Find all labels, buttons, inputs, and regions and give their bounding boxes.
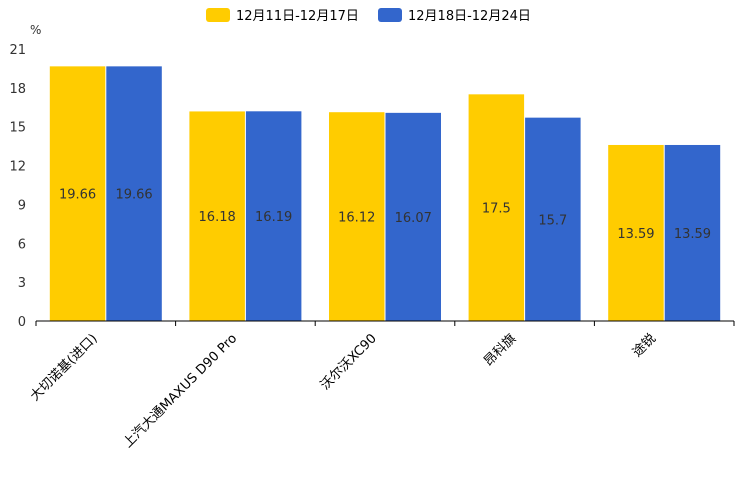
data-label: 13.59	[674, 227, 711, 242]
data-label: 17.5	[482, 202, 511, 217]
data-label: 19.66	[59, 188, 96, 203]
y-tick-label: 18	[9, 82, 26, 97]
bar	[106, 66, 162, 321]
bar	[468, 94, 525, 321]
data-label: 13.59	[617, 227, 654, 242]
bar	[189, 111, 245, 321]
legend-swatch	[206, 8, 230, 22]
bar	[608, 144, 664, 321]
bar	[664, 144, 721, 321]
legend-swatch	[378, 8, 402, 22]
bar	[49, 66, 106, 321]
x-tick-label: 途锐	[629, 331, 659, 361]
data-label: 15.7	[538, 213, 567, 228]
y-axis-unit: %	[30, 23, 41, 37]
legend-label[interactable]: 12月11日-12月17日	[236, 9, 359, 24]
legend-label[interactable]: 12月18日-12月24日	[408, 9, 531, 24]
bar	[245, 111, 302, 321]
y-tick-label: 9	[18, 198, 26, 213]
x-tick-label: 上汽大通MAXUS D90 Pro	[121, 331, 241, 451]
bar	[525, 117, 581, 322]
data-label: 16.07	[395, 211, 432, 226]
y-tick-label: 21	[9, 43, 26, 58]
y-tick-label: 15	[9, 121, 26, 136]
data-label: 16.18	[199, 210, 236, 225]
x-tick-label: 大切诺基(进口)	[28, 331, 101, 404]
bar	[385, 112, 441, 321]
data-label: 19.66	[115, 188, 152, 203]
data-label: 16.12	[338, 211, 375, 226]
data-label: 16.19	[255, 210, 292, 225]
y-tick-label: 12	[9, 160, 26, 175]
x-tick-label: 沃尔沃XC90	[318, 331, 380, 393]
bar	[329, 112, 385, 322]
y-tick-label: 6	[18, 237, 26, 252]
x-tick-label: 昂科旗	[481, 331, 520, 370]
y-tick-label: 3	[18, 276, 26, 291]
y-tick-label: 0	[18, 315, 26, 330]
